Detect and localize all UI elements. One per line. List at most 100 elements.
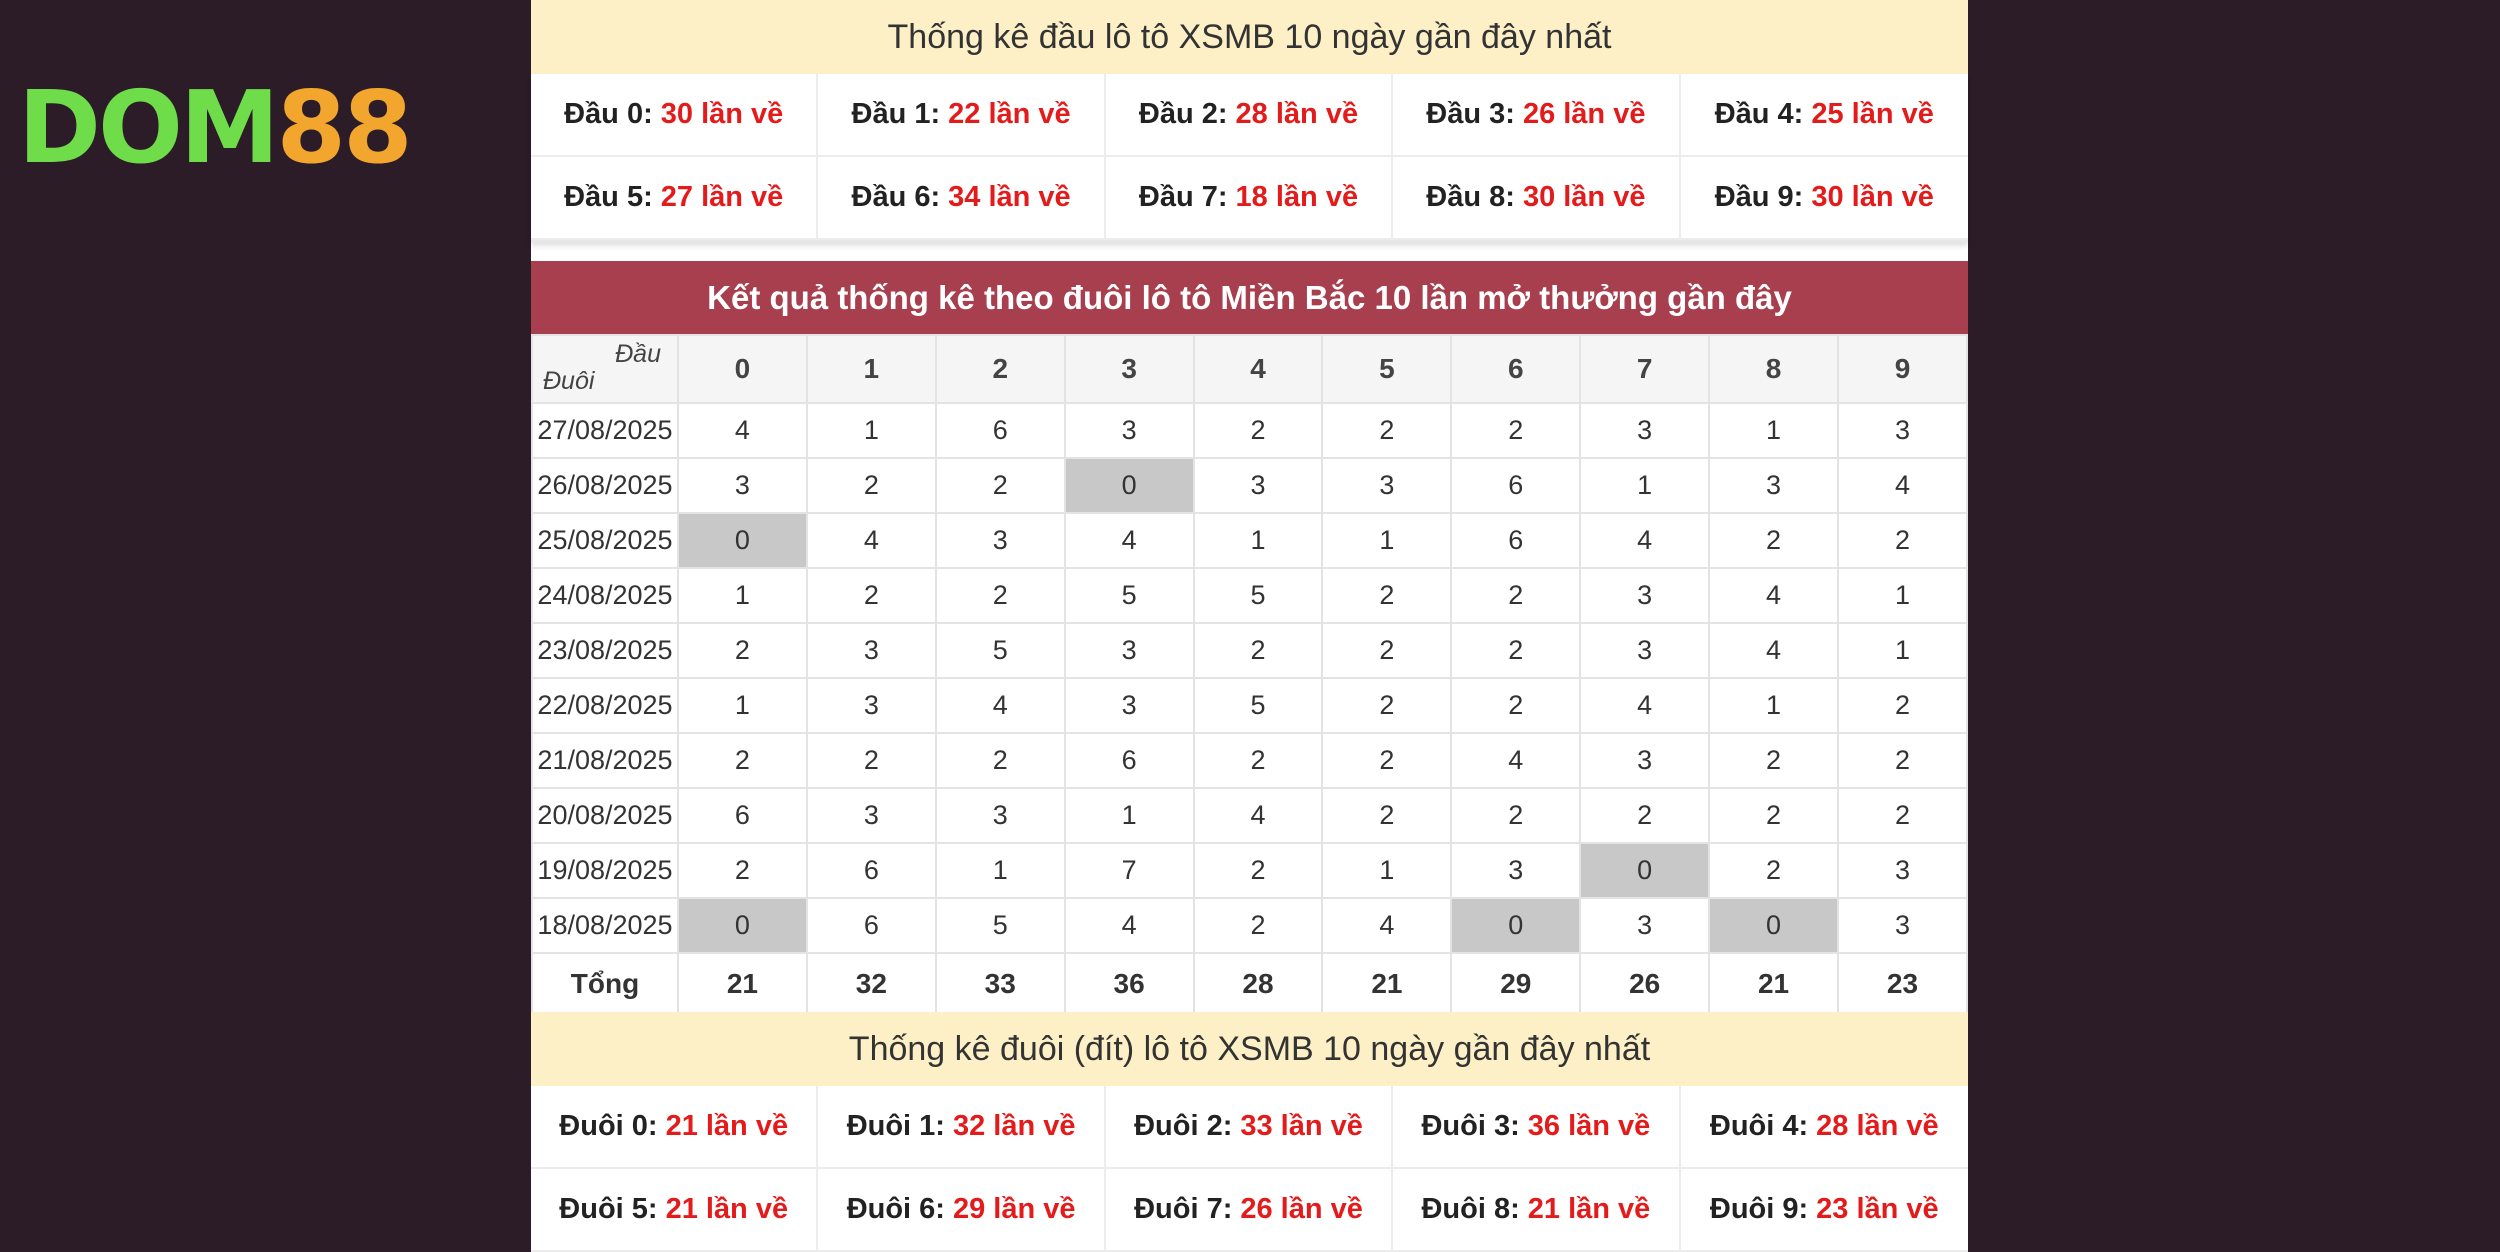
dom88-logo[interactable]: DOM88 — [18, 78, 413, 178]
table-cell: 2 — [677, 622, 808, 679]
row-date: 26/08/2025 — [531, 457, 679, 514]
dau-stat-7: Đầu 7: 18 lần về — [1105, 157, 1394, 240]
column-header: 7 — [1579, 334, 1711, 404]
stat-value: 26 lần về — [1522, 98, 1646, 130]
duoi-stat-9: Đuôi 9: 23 lần về — [1680, 1169, 1968, 1252]
table-cell: 6 — [805, 897, 937, 954]
table-cell: 6 — [1450, 457, 1582, 514]
total-label: Tổng — [531, 952, 679, 1015]
duoi-stat-1: Đuôi 1: 32 lần về — [818, 1086, 1106, 1169]
table-cell: 3 — [1837, 402, 1968, 459]
table-cell: 1 — [1192, 512, 1324, 569]
table-row: 24/08/2025 1 2 2 5 5 2 2 3 4 1 — [531, 567, 1968, 624]
table-cell: 2 — [934, 457, 1066, 514]
table-cell: 3 — [805, 677, 937, 734]
dau-stat-1: Đầu 1: 22 lần về — [818, 74, 1106, 157]
table-cell: 3 — [1192, 457, 1324, 514]
table-cell: 1 — [1837, 622, 1968, 679]
table-cell: 2 — [1321, 567, 1453, 624]
table-cell: 2 — [1450, 622, 1582, 679]
table-cell: 2 — [1450, 402, 1582, 459]
stat-value: 36 lần về — [1527, 1110, 1651, 1142]
table-cell: 3 — [1708, 457, 1840, 514]
table-cell: 3 — [1450, 842, 1582, 899]
row-date: 23/08/2025 — [531, 622, 679, 679]
column-header: 5 — [1321, 334, 1453, 404]
table-cell: 2 — [934, 732, 1066, 789]
stat-value: 22 lần về — [948, 98, 1071, 130]
stat-label: Đuôi 8: — [1421, 1193, 1520, 1225]
table-cell: 0 — [677, 512, 808, 569]
dau-stat-4: Đầu 4: 25 lần về — [1680, 74, 1968, 157]
totals-row: Tổng 21 32 33 36 28 21 29 26 21 23 — [531, 952, 1968, 1015]
table-cell: 6 — [805, 842, 937, 899]
table-cell: 2 — [1450, 787, 1582, 844]
results-table: Đầu Đuôi 0 1 2 3 4 5 6 7 8 9 27/08/2025 4… — [531, 334, 1968, 1015]
dau-stat-8: Đầu 8: 30 lần về — [1393, 157, 1681, 240]
dau-stat-5: Đầu 5: 27 lần về — [531, 157, 819, 240]
table-cell: 6 — [677, 787, 808, 844]
stat-label: Đuôi 0: — [559, 1110, 658, 1142]
column-header: 8 — [1708, 334, 1840, 404]
table-cell: 2 — [934, 567, 1066, 624]
table-cell: 4 — [1708, 622, 1840, 679]
total-cell: 21 — [1321, 952, 1453, 1015]
table-cell: 2 — [1837, 787, 1968, 844]
table-body: 27/08/2025 4 1 6 3 2 2 2 3 1 3 26/08/2025 3 2 2 0 3 3 6 1 3 4… — [531, 402, 1968, 954]
table-cell: 1 — [1708, 402, 1840, 459]
stat-value: 32 lần về — [952, 1110, 1076, 1142]
stat-label: Đuôi 3: — [1421, 1110, 1520, 1142]
column-header: 2 — [934, 334, 1066, 404]
logo-text-88: 88 — [276, 69, 413, 186]
table-row: 25/08/2025 0 4 3 4 1 1 6 4 2 2 — [531, 512, 1968, 569]
table-cell: 2 — [1708, 842, 1840, 899]
table-cell: 1 — [1579, 457, 1711, 514]
table-cell: 2 — [1192, 842, 1324, 899]
corner-label-dau: Đầu — [615, 340, 661, 368]
table-cell: 2 — [805, 567, 937, 624]
table-cell: 3 — [1063, 622, 1195, 679]
dau-stats-grid: Đầu 0: 30 lần về Đầu 1: 22 lần về Đầu 2: 28… — [531, 74, 1968, 242]
duoi-stat-7: Đuôi 7: 26 lần về — [1105, 1169, 1394, 1252]
total-cell: 21 — [1708, 952, 1840, 1015]
stat-label: Đầu 6: — [851, 181, 941, 213]
table-cell: 1 — [1063, 787, 1195, 844]
stat-value: 21 lần về — [665, 1110, 789, 1142]
table-row: 22/08/2025 1 3 4 3 5 2 2 4 1 2 — [531, 677, 1968, 734]
table-cell: 3 — [1579, 732, 1711, 789]
table-cell: 3 — [1837, 842, 1968, 899]
table-cell: 2 — [1708, 732, 1840, 789]
duoi-stats-grid: Đuôi 0: 21 lần về Đuôi 1: 32 lần về Đuôi 2… — [531, 1086, 1968, 1252]
table-cell: 3 — [1063, 402, 1195, 459]
total-cell: 21 — [677, 952, 808, 1015]
stat-label: Đuôi 6: — [846, 1193, 945, 1225]
row-date: 19/08/2025 — [531, 842, 679, 899]
stat-value: 33 lần về — [1240, 1110, 1363, 1142]
column-header: 3 — [1063, 334, 1195, 404]
row-date: 27/08/2025 — [531, 402, 679, 459]
table-cell: 4 — [677, 402, 808, 459]
stat-label: Đầu 3: — [1426, 98, 1515, 130]
table-cell: 2 — [1192, 622, 1324, 679]
stat-label: Đuôi 9: — [1709, 1193, 1809, 1225]
table-cell: 2 — [1321, 677, 1453, 734]
total-cell: 26 — [1579, 952, 1711, 1015]
stat-label: Đuôi 7: — [1134, 1193, 1233, 1225]
stat-label: Đầu 9: — [1714, 181, 1804, 213]
table-cell: 2 — [1192, 897, 1324, 954]
row-date: 20/08/2025 — [531, 787, 679, 844]
table-cell: 0 — [677, 897, 808, 954]
table-cell: 2 — [1321, 622, 1453, 679]
stat-value: 34 lần về — [948, 181, 1071, 213]
total-cell: 33 — [934, 952, 1066, 1015]
table-cell: 4 — [1063, 512, 1195, 569]
row-date: 21/08/2025 — [531, 732, 679, 789]
table-cell: 4 — [1579, 677, 1711, 734]
table-cell: 3 — [1579, 622, 1711, 679]
total-cell: 23 — [1837, 952, 1968, 1015]
table-cell: 5 — [1192, 677, 1324, 734]
table-cell: 3 — [1579, 402, 1711, 459]
table-row: 21/08/2025 2 2 2 6 2 2 4 3 2 2 — [531, 732, 1968, 789]
table-cell: 4 — [1708, 567, 1840, 624]
table-cell: 3 — [1063, 677, 1195, 734]
